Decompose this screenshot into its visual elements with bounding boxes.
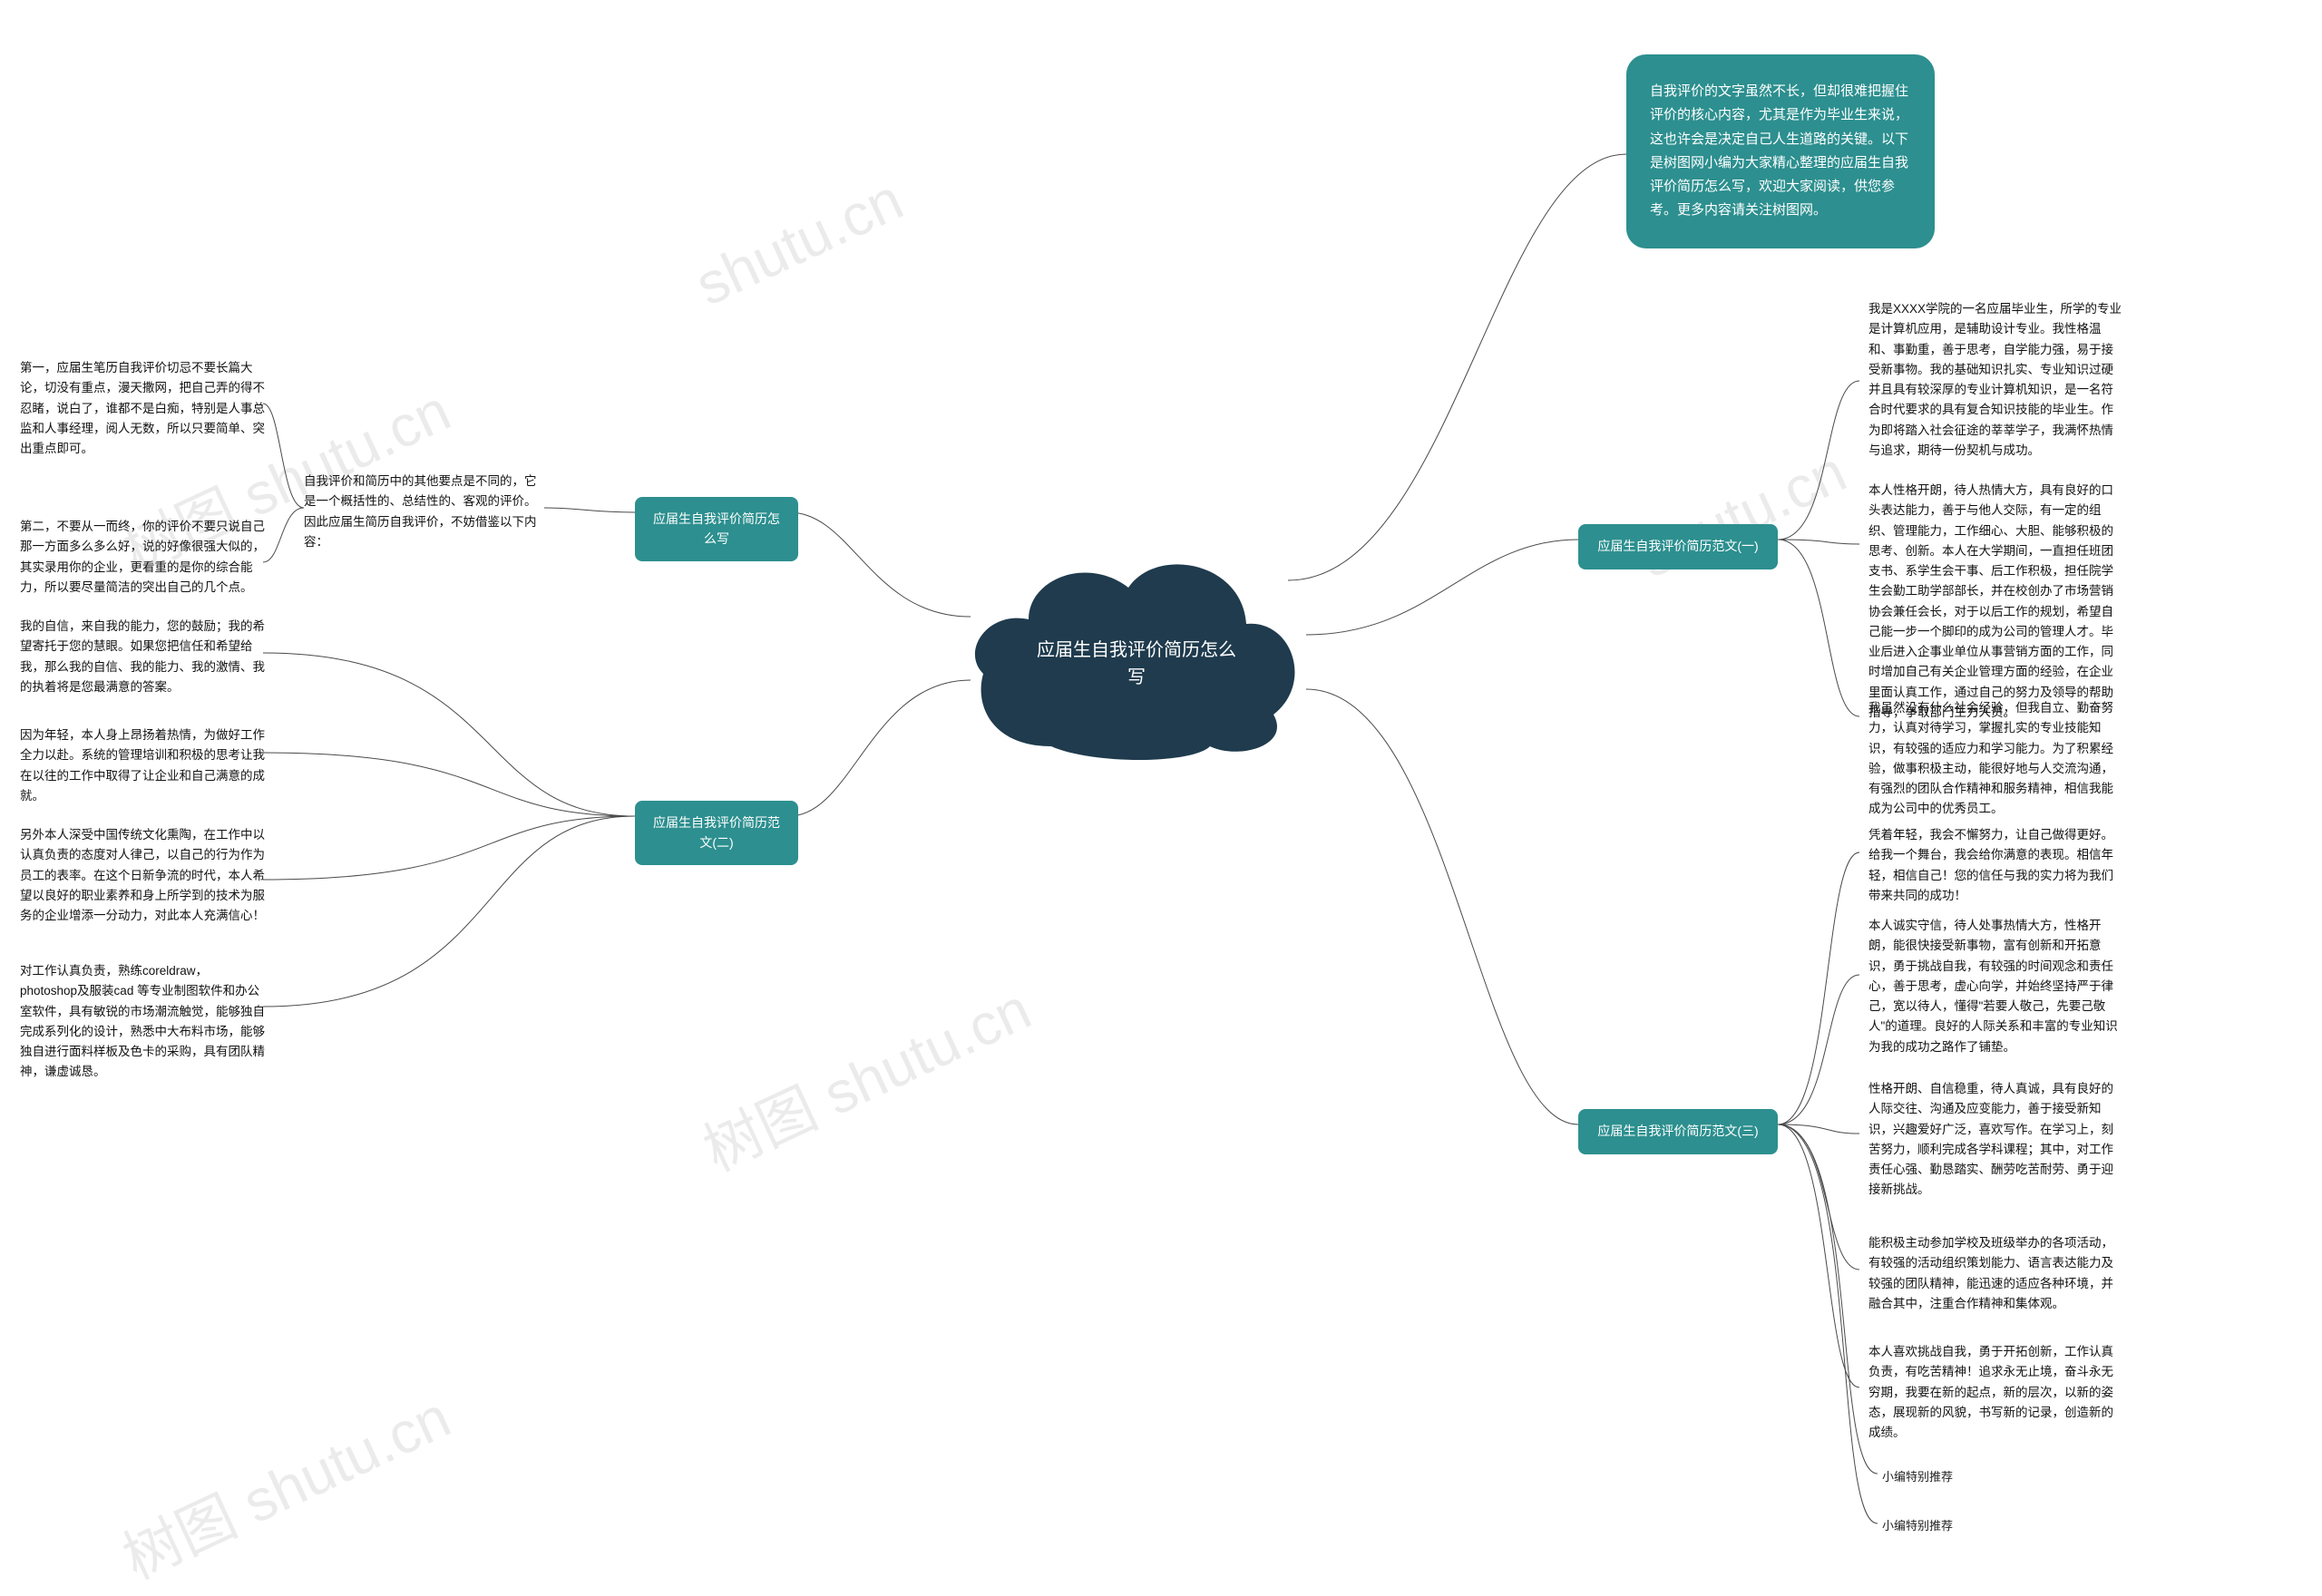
left-upper-subnote: 自我评价和简历中的其他要点是不同的，它是一个概括性的、总结性的、客观的评价。因此…	[304, 472, 540, 552]
center-title: 应届生自我评价简历怎么写	[1037, 637, 1236, 691]
branch-left-upper: 应届生自我评价简历怎么写	[635, 497, 798, 561]
right-lower-leaf-0: 凭着年轻，我会不懈努力，让自己做得更好。给我一个舞台，我会给你满意的表现。相信年…	[1868, 825, 2122, 906]
left-lower-leaf-2: 另外本人深受中国传统文化熏陶，在工作中以认真负责的态度对人律己，以自己的行为作为…	[20, 825, 265, 926]
left-lower-leaf-0: 我的自信，来自我的能力，您的鼓励；我的希望寄托于您的慧眼。如果您把信任和希望给我…	[20, 617, 265, 697]
right-lower-leaf-2: 性格开朗、自信稳重，待人真诚，具有良好的人际交往、沟通及应变能力，善于接受新知识…	[1868, 1079, 2122, 1201]
left-lower-leaf-3: 对工作认真负责，熟练coreldraw，photoshop及服装cad 等专业制…	[20, 961, 265, 1083]
left-upper-leaf-0: 第一，应届生笔历自我评价切忌不要长篇大论，切没有重点，漫天撒网，把自己弄的得不忍…	[20, 358, 265, 459]
right-lower-tail-0: 小编特别推荐	[1882, 1467, 1953, 1484]
right-lower-leaf-3: 能积极主动参加学校及班级举办的各项活动，有较强的活动组织策划能力、语言表达能力及…	[1868, 1233, 2122, 1314]
watermark: 树图 shutu.cn	[108, 1371, 462, 1595]
right-lower-leaf-1: 本人诚实守信，待人处事热情大方，性格开朗，能很快接受新事物，富有创新和开拓意识，…	[1868, 916, 2122, 1057]
intro-box: 自我评价的文字虽然不长，但却很难把握住评价的核心内容，尤其是作为毕业生来说，这也…	[1626, 54, 1935, 248]
center-node: 应届生自我评价简历怎么写	[965, 538, 1308, 766]
branch-right-upper: 应届生自我评价简历范文(一)	[1578, 524, 1778, 569]
left-lower-leaf-1: 因为年轻，本人身上昂扬着热情，为做好工作全力以赴。系统的管理培训和积极的思考让我…	[20, 725, 265, 806]
branch-right-lower: 应届生自我评价简历范文(三)	[1578, 1109, 1778, 1154]
branch-left-lower: 应届生自我评价简历范文(二)	[635, 801, 798, 865]
right-upper-leaf-1: 本人性格开朗，待人热情大方，具有良好的口头表达能力，善于与他人交际，有一定的组织…	[1868, 481, 2122, 723]
right-upper-leaf-0: 我是XXXX学院的一名应届毕业生，所学的专业是计算机应用，是辅助设计专业。我性格…	[1868, 299, 2122, 461]
right-lower-tail-1: 小编特别推荐	[1882, 1516, 1953, 1533]
watermark: 树图 shutu.cn	[688, 963, 1042, 1187]
watermark: shutu.cn	[686, 165, 913, 318]
right-upper-leaf-2: 我虽然没有什么社会经验，但我自立、勤奋努力，认真对待学习，掌握扎实的专业技能知识…	[1868, 698, 2122, 820]
left-upper-leaf-1: 第二，不要从一而终，你的评价不要只说自己那一方面多么多么好，说的好像很强大似的，…	[20, 517, 265, 598]
right-lower-leaf-4: 本人喜欢挑战自我，勇于开拓创新，工作认真负责，有吃苦精神！追求永无止境，奋斗永无…	[1868, 1342, 2122, 1443]
